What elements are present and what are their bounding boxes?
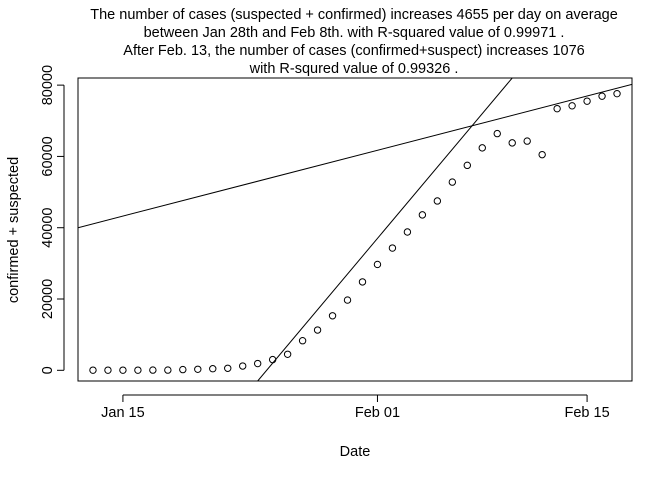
- data-point-2020-02-10: [508, 139, 516, 147]
- data-point-2020-01-24: [253, 359, 262, 368]
- data-point-2020-01-28: [313, 326, 322, 334]
- y-tick-label-40000: 40000: [40, 208, 56, 248]
- plot-area: [78, 78, 632, 381]
- data-point-2020-02-16: [598, 92, 606, 100]
- data-point-2020-02-01: [373, 260, 382, 269]
- data-point-2020-02-07: [463, 161, 471, 170]
- data-point-2020-02-15: [583, 97, 591, 105]
- x-tick-label-2020-02-01: Feb 01: [355, 405, 400, 421]
- y-axis: 0 20000 40000 60000 80000: [40, 65, 65, 374]
- data-point-2020-01-25: [268, 355, 277, 364]
- data-point-2020-01-21: [209, 365, 217, 373]
- data-point-2020-02-03: [403, 228, 412, 236]
- data-point-2020-01-30: [343, 296, 352, 304]
- data-point-2020-01-19: [179, 365, 187, 374]
- data-point-2020-02-14: [568, 102, 576, 110]
- y-axis-label: confirmed + suspected: [6, 157, 22, 303]
- x-axis: Jan 15 Feb 01 Feb 15: [101, 394, 610, 421]
- data-point-2020-02-17: [613, 89, 621, 98]
- y-tick-label-60000: 60000: [40, 136, 56, 176]
- data-point-2020-01-29: [328, 312, 337, 320]
- data-point-2020-01-23: [239, 362, 247, 370]
- data-point-2020-01-13: [89, 366, 97, 374]
- data-point-2020-02-06: [448, 178, 457, 186]
- y-tick-label-0: 0: [40, 366, 56, 374]
- data-point-2020-02-08: [478, 144, 486, 152]
- chart-title-line-3: After Feb. 13, the number of cases (conf…: [123, 43, 584, 59]
- fit-line-2: [78, 83, 632, 229]
- data-point-2020-01-18: [164, 366, 172, 374]
- data-point-2020-02-11: [523, 137, 531, 145]
- plot-frame: [77, 77, 633, 382]
- data-point-2020-01-22: [224, 364, 232, 372]
- data-point-2020-02-05: [433, 197, 442, 205]
- data-point-2020-02-09: [493, 129, 501, 138]
- x-tick-label-2020-01-15: Jan 15: [101, 405, 145, 421]
- x-tick-label-2020-02-15: Feb 15: [565, 405, 610, 421]
- y-tick-label-80000: 80000: [40, 65, 56, 105]
- data-point-2020-02-04: [418, 211, 427, 219]
- data-point-2020-01-26: [283, 350, 292, 358]
- data-point-2020-01-14: [104, 366, 112, 374]
- x-axis-label: Date: [340, 444, 371, 460]
- chart-title-line-1: The number of cases (suspected + confirm…: [90, 7, 618, 23]
- data-point-2020-01-20: [194, 365, 202, 373]
- data-point-2020-02-02: [388, 244, 397, 252]
- chart-title-line-2: between Jan 28th and Feb 8th. with R-squ…: [144, 25, 565, 41]
- data-point-2020-01-15: [119, 366, 127, 374]
- data-point-2020-01-16: [134, 366, 142, 374]
- data-point-2020-02-12: [538, 150, 546, 159]
- data-point-2020-02-13: [553, 104, 561, 113]
- data-point-2020-01-31: [358, 278, 367, 286]
- fit-line-1: [257, 78, 513, 381]
- data-point-2020-01-17: [149, 366, 157, 374]
- chart-title-line-4: with R-squred value of 0.99326 .: [249, 61, 459, 77]
- y-tick-label-20000: 20000: [40, 279, 56, 319]
- data-point-2020-01-27: [298, 337, 307, 345]
